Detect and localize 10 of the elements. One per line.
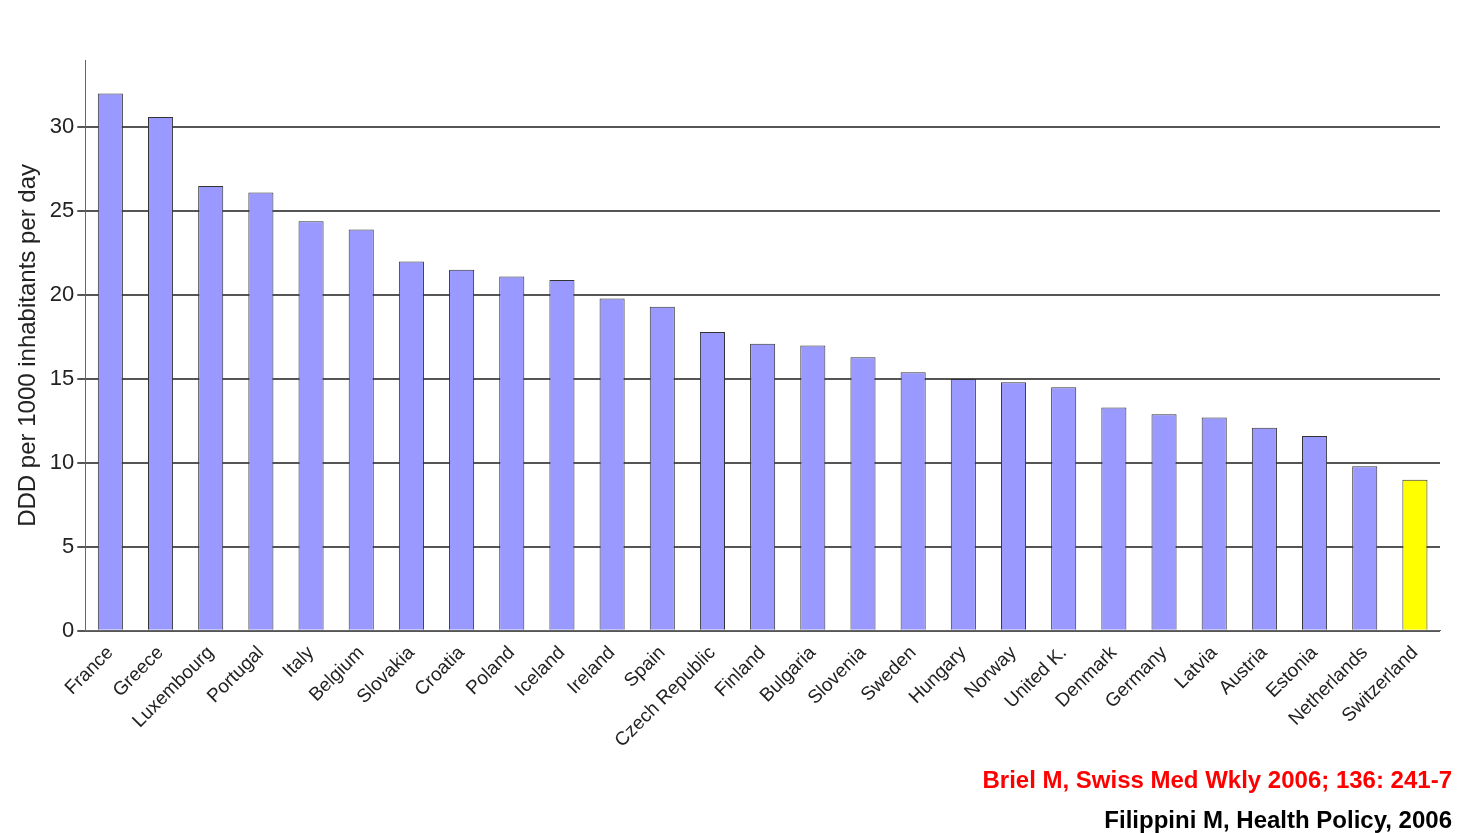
y-tick-label: 25 — [49, 197, 75, 223]
y-tick-label: 30 — [49, 113, 75, 139]
text: Filippini M, Health Policy, 2006 — [1103, 805, 1452, 833]
y-tick-label: 5 — [62, 532, 75, 558]
y-tick-label: 10 — [49, 448, 75, 474]
text: Briel M, Swiss Med Wkly 2006; 136: 241-7 — [982, 765, 1452, 795]
y-tick-label: 20 — [49, 281, 75, 307]
y-tick-label: 15 — [49, 365, 75, 391]
y-axis-title: DDD per 1000 inhabitants per day — [13, 163, 41, 527]
y-tick-label: 0 — [62, 616, 75, 642]
